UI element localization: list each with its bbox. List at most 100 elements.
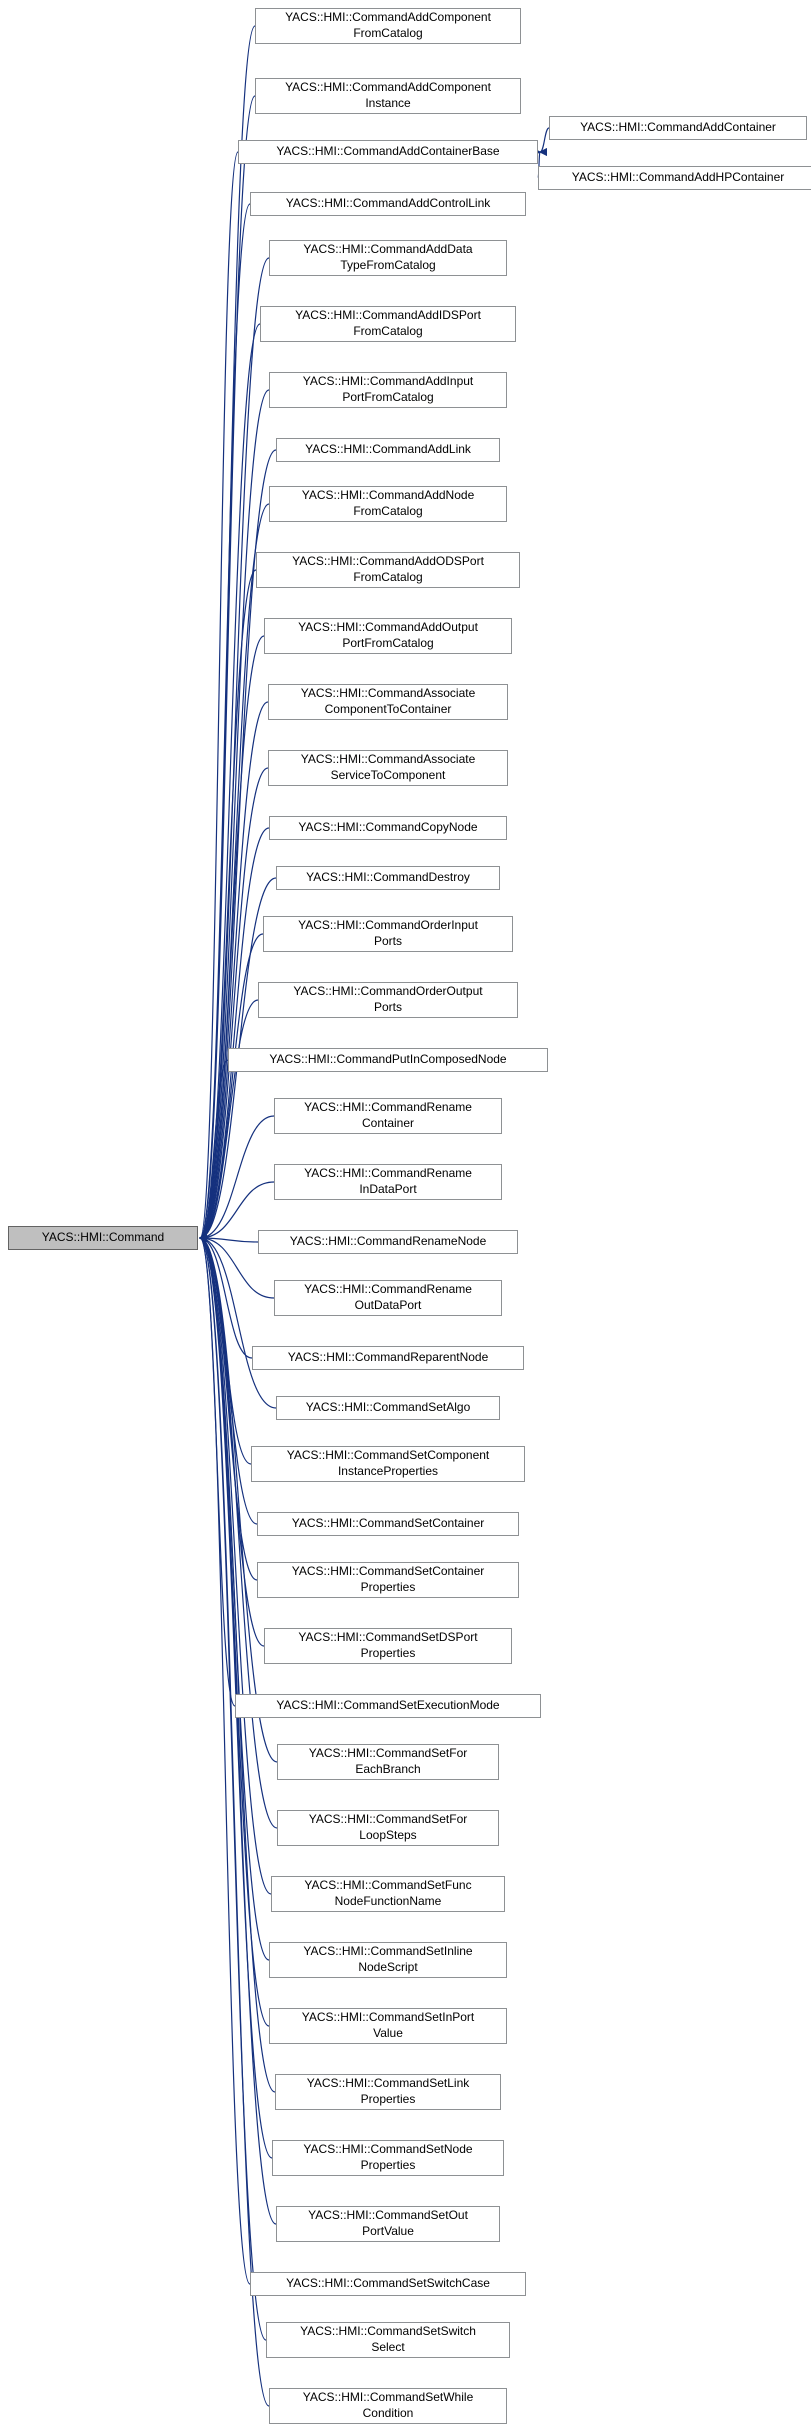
node-label-line: Properties — [361, 2092, 416, 2108]
inheritance-edge — [200, 1238, 250, 2284]
class-node[interactable]: YACS::HMI::CommandRenameContainer — [274, 1098, 502, 1134]
node-label-line: Ports — [374, 934, 402, 950]
class-node[interactable]: YACS::HMI::CommandAddContainerBase — [238, 140, 538, 164]
node-label-line: Select — [371, 2340, 404, 2356]
node-label-line: TypeFromCatalog — [340, 258, 435, 274]
class-node[interactable]: YACS::HMI::CommandSetInPortValue — [269, 2008, 507, 2044]
node-label-line: YACS::HMI::CommandAddInput — [303, 374, 474, 390]
node-label-line: YACS::HMI::CommandOrderInput — [298, 918, 478, 934]
node-label-line: Ports — [374, 1000, 402, 1016]
class-node[interactable]: YACS::HMI::CommandSetOutPortValue — [276, 2206, 500, 2242]
class-node[interactable]: YACS::HMI::CommandSetLinkProperties — [275, 2074, 501, 2110]
inheritance-edge — [200, 1060, 228, 1238]
inheritance-edge — [200, 1238, 251, 1464]
class-node[interactable]: YACS::HMI::CommandPutInComposedNode — [228, 1048, 548, 1072]
inheritance-edge — [200, 1238, 269, 2406]
class-node[interactable]: YACS::HMI::CommandReparentNode — [252, 1346, 524, 1370]
class-node[interactable]: YACS::HMI::CommandSetContainerProperties — [257, 1562, 519, 1598]
class-node[interactable]: YACS::HMI::CommandSetFuncNodeFunctionNam… — [271, 1876, 505, 1912]
class-node[interactable]: YACS::HMI::CommandDestroy — [276, 866, 500, 890]
class-node[interactable]: YACS::HMI::CommandAddComponentFromCatalo… — [255, 8, 521, 44]
node-label-line: YACS::HMI::CommandSetFor — [309, 1812, 467, 1828]
node-label-line: LoopSteps — [359, 1828, 416, 1844]
class-node[interactable]: YACS::HMI::CommandCopyNode — [269, 816, 507, 840]
node-label-line: YACS::HMI::CommandSetDSPort — [298, 1630, 477, 1646]
class-node[interactable]: YACS::HMI::CommandAddNodeFromCatalog — [269, 486, 507, 522]
class-node[interactable]: YACS::HMI::CommandSetExecutionMode — [235, 1694, 541, 1718]
class-node[interactable]: YACS::HMI::CommandOrderOutputPorts — [258, 982, 518, 1018]
inheritance-edge — [200, 1238, 264, 1646]
node-label-line: Instance — [365, 96, 410, 112]
class-node[interactable]: YACS::HMI::CommandAddControlLink — [250, 192, 526, 216]
class-node[interactable]: YACS::HMI::CommandSetAlgo — [276, 1396, 500, 1420]
class-node[interactable]: YACS::HMI::CommandSetInlineNodeScript — [269, 1942, 507, 1978]
node-label-line: FromCatalog — [353, 26, 422, 42]
inheritance-edge — [200, 324, 260, 1238]
node-label-line: YACS::HMI::CommandAddContainerBase — [276, 144, 499, 160]
class-node[interactable]: YACS::HMI::CommandSetWhileCondition — [269, 2388, 507, 2424]
inheritance-edge — [200, 570, 256, 1238]
inheritance-edge — [200, 204, 250, 1238]
node-label-line: InDataPort — [359, 1182, 416, 1198]
class-node[interactable]: YACS::HMI::CommandAssociateServiceToComp… — [268, 750, 508, 786]
class-node[interactable]: YACS::HMI::CommandRenameNode — [258, 1230, 518, 1254]
class-node[interactable]: YACS::HMI::CommandAddComponentInstance — [255, 78, 521, 114]
node-label-line: Value — [373, 2026, 403, 2042]
node-label-line: YACS::HMI::CommandSetAlgo — [306, 1400, 471, 1416]
node-label-line: YACS::HMI::CommandAssociate — [301, 752, 476, 768]
node-label-line: PortFromCatalog — [342, 636, 433, 652]
node-label-line: YACS::HMI::CommandAddComponent — [285, 10, 491, 26]
class-node[interactable]: YACS::HMI::CommandAddInputPortFromCatalo… — [269, 372, 507, 408]
root-node[interactable]: YACS::HMI::Command — [8, 1226, 198, 1250]
node-label-line: YACS::HMI::CommandAddOutput — [298, 620, 478, 636]
class-node[interactable]: YACS::HMI::CommandOrderInputPorts — [263, 916, 513, 952]
node-label-line: YACS::HMI::CommandDestroy — [306, 870, 470, 886]
node-label-line: YACS::HMI::CommandAddIDSPort — [295, 308, 481, 324]
node-label-line: YACS::HMI::CommandAddHPContainer — [572, 170, 785, 186]
class-node[interactable]: YACS::HMI::CommandSetDSPortProperties — [264, 1628, 512, 1664]
inheritance-edge — [200, 1238, 276, 2224]
class-node[interactable]: YACS::HMI::CommandRenameInDataPort — [274, 1164, 502, 1200]
class-node[interactable]: YACS::HMI::CommandAddContainer — [549, 116, 807, 140]
node-label-line: YACS::HMI::CommandRenameNode — [290, 1234, 487, 1250]
node-label-line: YACS::HMI::CommandSetContainer — [292, 1564, 485, 1580]
class-node[interactable]: YACS::HMI::CommandSetComponentInstancePr… — [251, 1446, 525, 1482]
class-node[interactable]: YACS::HMI::CommandSetNodeProperties — [272, 2140, 504, 2176]
node-label-line: YACS::HMI::CommandCopyNode — [298, 820, 477, 836]
class-node[interactable]: YACS::HMI::CommandSetSwitchSelect — [266, 2322, 510, 2358]
node-label-line: Condition — [363, 2406, 414, 2422]
inheritance-edge — [200, 828, 269, 1238]
node-label-line: NodeFunctionName — [335, 1894, 442, 1910]
node-label-line: YACS::HMI::CommandRename — [304, 1100, 472, 1116]
node-label-line: YACS::HMI::CommandSetFor — [309, 1746, 467, 1762]
class-node[interactable]: YACS::HMI::CommandAddOutputPortFromCatal… — [264, 618, 512, 654]
node-label-line: YACS::HMI::CommandAddLink — [305, 442, 471, 458]
node-label-line: Properties — [361, 1580, 416, 1596]
node-label-line: ComponentToContainer — [325, 702, 452, 718]
class-node[interactable]: YACS::HMI::CommandSetContainer — [257, 1512, 519, 1536]
node-label-line: YACS::HMI::CommandPutInComposedNode — [269, 1052, 506, 1068]
inheritance-edge — [540, 128, 549, 152]
node-label-line: YACS::HMI::CommandAssociate — [301, 686, 476, 702]
class-node[interactable]: YACS::HMI::CommandAddLink — [276, 438, 500, 462]
inheritance-edge — [200, 1238, 252, 1358]
node-label-line: EachBranch — [355, 1762, 420, 1778]
class-node[interactable]: YACS::HMI::CommandSetForEachBranch — [277, 1744, 499, 1780]
class-node[interactable]: YACS::HMI::CommandSetForLoopSteps — [277, 1810, 499, 1846]
node-label-line: YACS::HMI::CommandAddContainer — [580, 120, 776, 136]
class-node[interactable]: YACS::HMI::CommandRenameOutDataPort — [274, 1280, 502, 1316]
node-label-line: YACS::HMI::CommandSetOut — [308, 2208, 468, 2224]
node-label-line: YACS::HMI::CommandRename — [304, 1282, 472, 1298]
class-node[interactable]: YACS::HMI::CommandAssociateComponentToCo… — [268, 684, 508, 720]
inheritance-edge — [200, 1238, 257, 1524]
node-label-line: YACS::HMI::CommandSetWhile — [303, 2390, 474, 2406]
class-node[interactable]: YACS::HMI::CommandAddODSPortFromCatalog — [256, 552, 520, 588]
node-label-line: Container — [362, 1116, 414, 1132]
class-node[interactable]: YACS::HMI::CommandSetSwitchCase — [250, 2272, 526, 2296]
class-node[interactable]: YACS::HMI::CommandAddHPContainer — [538, 166, 811, 190]
class-node[interactable]: YACS::HMI::CommandAddIDSPortFromCatalog — [260, 306, 516, 342]
class-node[interactable]: YACS::HMI::CommandAddDataTypeFromCatalog — [269, 240, 507, 276]
inheritance-edge — [200, 702, 268, 1238]
node-label-line: YACS::HMI::CommandAddODSPort — [292, 554, 484, 570]
inheritance-edge — [200, 1238, 276, 1408]
